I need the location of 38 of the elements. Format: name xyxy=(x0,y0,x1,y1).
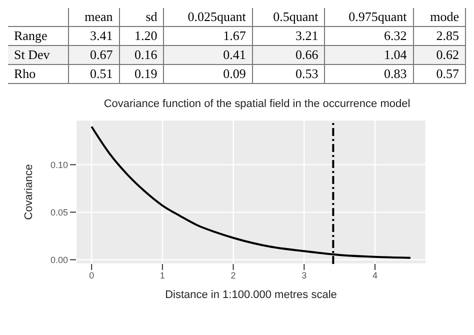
text: 1.04 xyxy=(384,47,407,62)
text: 0.53 xyxy=(295,66,318,81)
x-tick-label: 4 xyxy=(372,270,378,280)
y-tick-label: 0.05 xyxy=(50,207,68,218)
category-label: 0.5quant xyxy=(252,8,325,26)
text: 0.16 xyxy=(134,47,158,62)
category-label: Range xyxy=(14,28,48,43)
text: 6.32 xyxy=(384,28,407,43)
text: 0.66 xyxy=(295,47,318,62)
y-axis-title: Covariance xyxy=(22,164,35,220)
text: 0.62 xyxy=(436,47,459,62)
category-label: mean xyxy=(68,8,120,26)
x-tick-label: 1 xyxy=(160,270,165,280)
text: 0.41 xyxy=(223,47,246,62)
x-tick-label: 0 xyxy=(89,270,94,280)
y-tick-label: 0.00 xyxy=(50,254,68,265)
text: 3.21 xyxy=(295,28,318,43)
y-tick-label: 0.10 xyxy=(50,160,68,170)
chart-title: Covariance function of the spatial field in the occurrence model xyxy=(102,98,412,110)
text: 3.41 xyxy=(90,28,113,43)
x-tick-label: 3 xyxy=(302,270,307,280)
text: 0.57 xyxy=(436,66,459,81)
category-label: St Dev xyxy=(14,47,50,62)
text: 1.67 xyxy=(223,28,246,43)
text: 1.20 xyxy=(134,28,158,43)
text: 0.09 xyxy=(223,66,246,81)
text: 0.19 xyxy=(134,66,158,81)
category-label: sd xyxy=(119,8,164,26)
text: 2.85 xyxy=(436,28,459,43)
text: 0.51 xyxy=(90,66,113,81)
category-label: 0.025quant xyxy=(164,8,252,26)
text: 0.67 xyxy=(90,47,113,62)
x-tick-label: 2 xyxy=(230,270,236,280)
category-label: 0.975quant xyxy=(324,8,414,26)
text: 0.83 xyxy=(384,66,407,81)
x-axis-title: Distance in 1:100.000 metres scale xyxy=(165,289,337,301)
category-label: mode xyxy=(413,8,466,26)
category-label: Rho xyxy=(14,66,36,81)
